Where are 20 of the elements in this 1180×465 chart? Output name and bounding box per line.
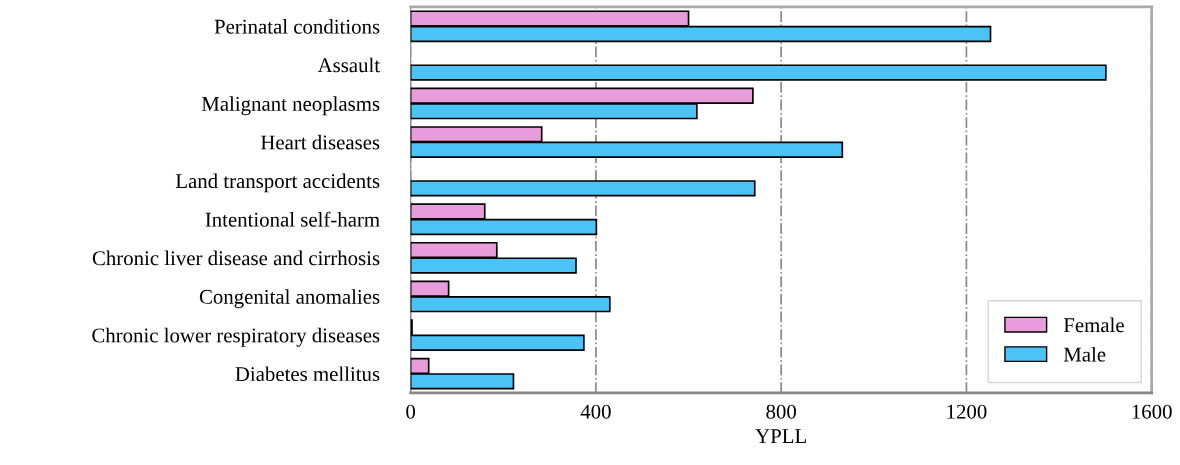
y-tick-label: Land transport accidents [175, 173, 380, 193]
y-tick-label: Diabetes mellitus [235, 366, 380, 382]
x-tick-label: 400 [580, 404, 611, 419]
y-tick-label: Assault [317, 57, 380, 73]
bar [410, 180, 756, 197]
y-tick-label: Chronic liver disease and cirrhosis [92, 250, 380, 266]
x-tick-label: 1200 [947, 404, 987, 419]
x-tick-label: 0 [406, 404, 416, 419]
x-axis-title: YPLL [755, 429, 806, 443]
x-tick-label: 800 [766, 404, 796, 419]
y-tick-label: Heart diseases [260, 134, 380, 150]
y-tick-label: Intentional self-harm [205, 211, 380, 227]
y-tick-label: Perinatal conditions [214, 19, 380, 34]
y-tick-label: Chronic lower respiratory diseases [92, 327, 380, 347]
x-tick-label: 1600 [1132, 404, 1172, 419]
legend-label: Male [1063, 346, 1106, 362]
y-tick-label: Congenital anomalies [199, 289, 380, 309]
y-tick-label: Malignant neoplasms [201, 96, 380, 116]
legend-label: Female [1063, 317, 1124, 333]
bar [410, 64, 1107, 81]
